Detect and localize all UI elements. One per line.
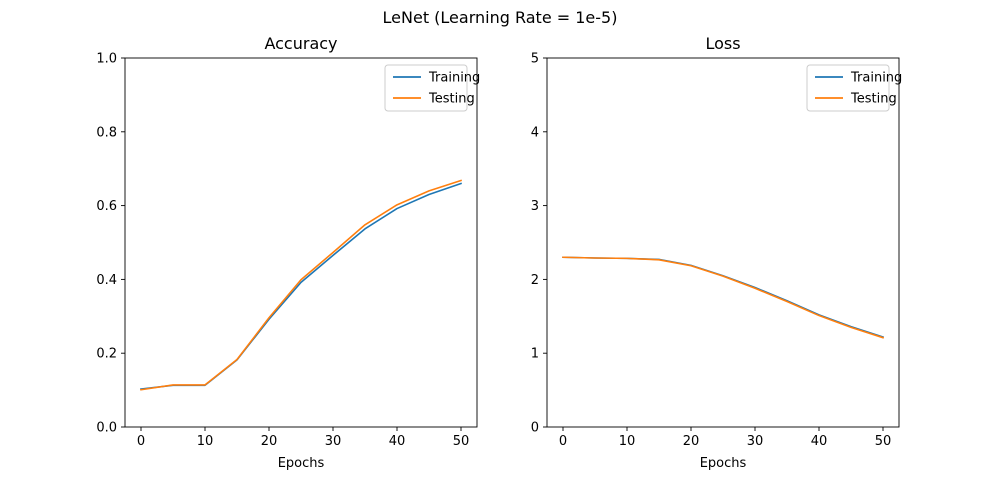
accuracy-x-axis-label: Epochs — [278, 456, 325, 471]
accuracy-y-tick-label: 0.4 — [96, 273, 117, 288]
loss-y-tick-label: 4 — [531, 125, 539, 140]
accuracy-series-line-training — [140, 182, 463, 390]
accuracy-y-tick-label: 0.8 — [96, 125, 117, 140]
accuracy-x-tick-label: 0 — [137, 434, 145, 449]
accuracy-y-tick-label: 0.0 — [96, 421, 117, 436]
loss-x-tick-label: 20 — [683, 434, 700, 449]
loss-series-line-testing — [562, 256, 885, 339]
loss-y-tick-label: 5 — [531, 52, 539, 67]
loss-y-tick-label: 2 — [531, 273, 539, 288]
loss-x-tick-label: 40 — [811, 434, 828, 449]
loss-plot-frame — [546, 57, 900, 428]
accuracy-chart-title: Accuracy — [264, 34, 337, 53]
accuracy-x-tick-label: 40 — [389, 434, 406, 449]
loss-x-tick-label: 50 — [875, 434, 892, 449]
loss-series-line-training — [562, 256, 885, 338]
accuracy-legend-label-testing: Testing — [428, 92, 475, 107]
loss-x-axis-label: Epochs — [700, 456, 747, 471]
loss-y-tick-label: 0 — [531, 421, 539, 436]
loss-x-tick-label: 10 — [619, 434, 636, 449]
accuracy-y-tick-label: 1.0 — [96, 52, 117, 67]
figure-suptitle: LeNet (Learning Rate = 1e-5) — [383, 8, 618, 27]
accuracy-plot-frame — [124, 57, 478, 428]
loss-legend-label-testing: Testing — [850, 92, 897, 107]
accuracy-x-tick-label: 20 — [261, 434, 278, 449]
accuracy-x-tick-label: 10 — [197, 434, 214, 449]
loss-x-tick-label: 30 — [747, 434, 764, 449]
loss-y-tick-label: 1 — [531, 347, 539, 362]
accuracy-x-tick-label: 50 — [453, 434, 470, 449]
loss-chart-title: Loss — [705, 34, 740, 53]
loss-legend-label-training: Training — [850, 71, 902, 86]
accuracy-x-tick-label: 30 — [325, 434, 342, 449]
accuracy-y-tick-label: 0.6 — [96, 199, 117, 214]
accuracy-y-tick-label: 0.2 — [96, 347, 117, 362]
accuracy-series-line-testing — [140, 179, 463, 391]
loss-x-tick-label: 0 — [559, 434, 567, 449]
accuracy-legend-label-training: Training — [428, 71, 480, 86]
loss-y-tick-label: 3 — [531, 199, 539, 214]
